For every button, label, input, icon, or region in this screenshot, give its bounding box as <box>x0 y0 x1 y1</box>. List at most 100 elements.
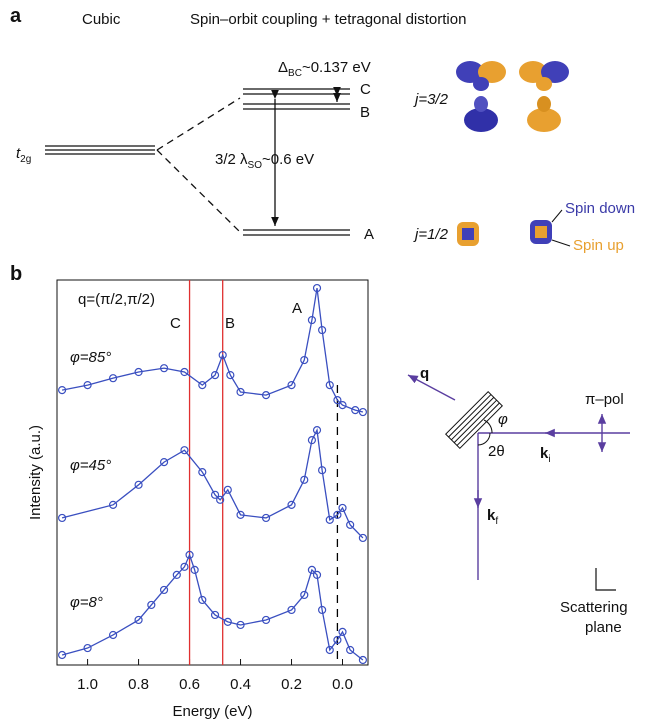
data-point <box>198 595 207 605</box>
vector-label: ki <box>540 445 551 465</box>
spin-label: Spin down <box>565 200 635 217</box>
data-point <box>180 562 189 571</box>
spectra-chart: 1.0 0.8 0.6 0.4 0.2 0.0 Energy (eV) Intensity (… <box>27 279 369 720</box>
splitting-label: ΔBC~0.137 eV <box>278 59 371 79</box>
peak-label: A <box>292 300 302 317</box>
data-point <box>172 570 181 580</box>
data-point <box>210 370 220 380</box>
data-point <box>346 645 355 655</box>
peak-label: C <box>170 315 181 332</box>
data-point <box>346 520 355 529</box>
orbitals <box>456 61 571 247</box>
column-title: Spin–orbit coupling + tetragonal distort… <box>190 11 466 28</box>
data-point <box>236 620 245 630</box>
levels <box>45 86 350 236</box>
x-tick-label: 1.0 <box>77 676 98 693</box>
data-point <box>108 500 118 509</box>
spin-label: Spin up <box>573 237 624 254</box>
data-point <box>57 513 67 523</box>
data-point <box>261 391 271 400</box>
panel-a: a Cubic Spin–orbit coupling + tetragonal… <box>10 5 635 254</box>
data-point <box>318 325 327 335</box>
data-point <box>318 466 327 475</box>
data-point <box>108 374 118 383</box>
data-point <box>300 590 309 600</box>
data-point <box>333 396 342 405</box>
data-point <box>236 387 245 397</box>
pol-label: π–pol <box>585 391 624 408</box>
column-title: Cubic <box>82 11 121 28</box>
data-point <box>358 655 368 665</box>
data-point <box>218 350 227 360</box>
data-point <box>223 617 232 626</box>
spectrum-line <box>61 427 364 539</box>
data-point <box>333 635 342 645</box>
soc-label: 3/2 λSO~0.6 eV <box>215 151 314 171</box>
data-point <box>83 381 92 390</box>
x-tick-label: 0.8 <box>128 676 149 693</box>
data-point <box>236 510 245 519</box>
series-label: φ=8° <box>70 594 103 611</box>
level-label: A <box>364 226 374 243</box>
data-point <box>83 643 92 653</box>
data-point <box>338 401 347 410</box>
annotation: q=(π/2,π/2) <box>78 291 155 308</box>
data-point <box>318 605 327 615</box>
data-point <box>338 503 347 513</box>
x-tick-label: 0.2 <box>281 676 302 693</box>
data-point <box>300 355 309 365</box>
data-point <box>261 615 271 625</box>
plane-label: plane <box>585 619 622 636</box>
panel-label: b <box>10 263 22 285</box>
series-label: φ=85° <box>70 349 111 366</box>
data-point <box>147 600 156 610</box>
data-point <box>312 570 322 580</box>
y-axis-label: Intensity (a.u.) <box>27 425 44 520</box>
angle-label: φ <box>498 411 508 428</box>
data-point <box>190 565 199 575</box>
data-point <box>358 407 368 417</box>
data-point <box>180 446 189 455</box>
data-point <box>210 490 220 499</box>
data-point <box>300 475 309 484</box>
data-point <box>358 533 368 543</box>
x-tick-label: 0.0 <box>332 676 353 693</box>
series-label: φ=45° <box>70 457 111 474</box>
data-point <box>312 426 322 435</box>
data-point <box>307 315 317 325</box>
plane-label: Scattering <box>560 599 628 616</box>
data-point <box>198 468 207 477</box>
data-point <box>159 364 169 373</box>
data-point <box>307 436 317 445</box>
data-point <box>57 650 67 660</box>
x-tick-label: 0.6 <box>179 676 200 693</box>
data-point <box>338 627 347 636</box>
j-label: j=3/2 <box>413 91 449 108</box>
peak-label: B <box>225 315 235 332</box>
data-point <box>312 283 322 293</box>
level-label: C <box>360 81 371 98</box>
data-point <box>325 645 334 655</box>
data-point <box>159 458 169 467</box>
j-label: j=1/2 <box>413 226 449 243</box>
data-point <box>108 630 118 640</box>
x-tick-label: 0.4 <box>230 676 251 693</box>
plot-frame <box>56 279 369 666</box>
data-point <box>287 500 296 509</box>
vector-label: kf <box>487 507 498 527</box>
data-point <box>351 406 360 415</box>
data-point <box>134 615 143 625</box>
data-point <box>210 610 220 620</box>
data-point <box>287 605 296 615</box>
spectrum-line <box>61 287 364 413</box>
data-point <box>185 550 194 559</box>
vector-label: q <box>420 365 429 382</box>
level-label: B <box>360 104 370 121</box>
data-point <box>307 565 317 575</box>
data-point <box>180 367 189 377</box>
data-point <box>226 370 235 380</box>
data-point <box>287 381 296 390</box>
data-point <box>261 513 271 523</box>
data-point <box>333 510 342 519</box>
